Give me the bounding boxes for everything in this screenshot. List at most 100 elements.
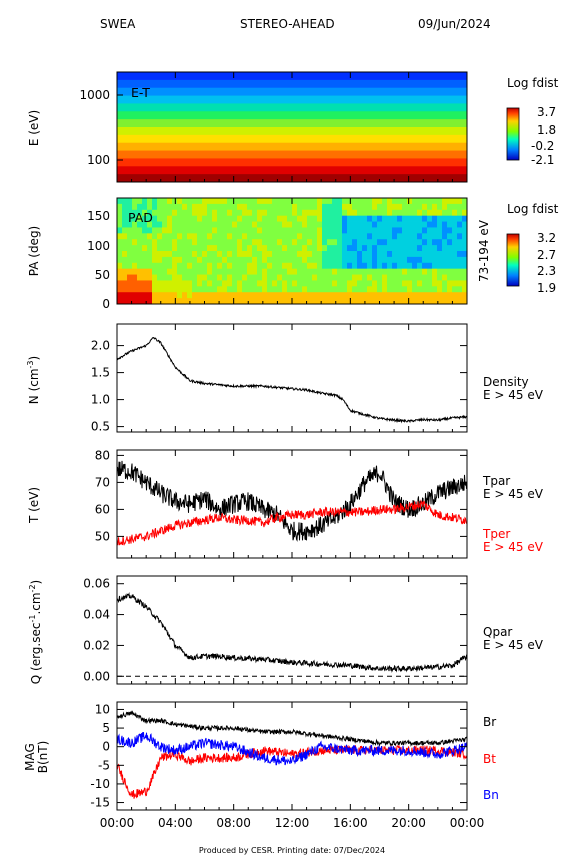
pad-cell bbox=[217, 251, 223, 258]
pad-cell bbox=[197, 280, 203, 287]
pad-cell bbox=[162, 268, 168, 275]
pad-cell bbox=[407, 203, 413, 211]
pad-cell bbox=[132, 239, 138, 246]
pad-cell bbox=[397, 198, 403, 205]
pad-cell bbox=[207, 280, 213, 287]
pad-cell bbox=[457, 251, 463, 258]
pad-cell bbox=[292, 286, 298, 293]
pad-cell bbox=[302, 245, 308, 252]
pad-cell bbox=[217, 209, 223, 217]
pad-cell bbox=[312, 221, 318, 228]
pad-cell bbox=[452, 286, 458, 293]
pad-cell bbox=[272, 233, 278, 240]
pad-cell bbox=[142, 280, 148, 287]
pad-cell bbox=[187, 215, 193, 222]
et-row bbox=[117, 166, 467, 175]
pad-cell bbox=[457, 215, 463, 222]
pad-cell bbox=[227, 215, 233, 222]
pad-cell bbox=[377, 280, 383, 287]
pad-cell bbox=[392, 251, 398, 258]
pad-cell bbox=[407, 209, 413, 217]
pad-cell bbox=[292, 239, 298, 246]
pad-cell bbox=[457, 221, 463, 228]
pad-cell bbox=[432, 233, 438, 240]
pad-cell bbox=[327, 209, 333, 217]
pad-cell bbox=[212, 221, 218, 228]
pad-cell bbox=[402, 292, 408, 299]
pad-cell bbox=[167, 227, 173, 234]
pad-cell bbox=[362, 292, 368, 299]
pad-cell bbox=[327, 298, 333, 305]
pad-cell bbox=[272, 292, 278, 299]
pad-cell bbox=[397, 215, 403, 222]
pad-cell bbox=[352, 298, 358, 305]
pad-cell bbox=[452, 198, 458, 205]
pad-cell bbox=[127, 221, 133, 228]
qpar-legend-name: Qpar bbox=[483, 625, 512, 639]
pad-cell bbox=[122, 233, 128, 240]
pad-cell bbox=[412, 298, 418, 305]
pad-cell bbox=[352, 203, 358, 211]
pad-cell bbox=[247, 209, 253, 217]
et-row bbox=[117, 158, 467, 167]
pad-cell bbox=[152, 256, 158, 264]
pad-cell bbox=[312, 262, 318, 270]
pad-cell bbox=[342, 215, 348, 222]
pad-cell bbox=[122, 286, 128, 293]
pad-cell bbox=[372, 233, 378, 240]
pad-cell bbox=[402, 233, 408, 240]
pad-cell bbox=[437, 292, 443, 299]
ytick-label: 60 bbox=[95, 502, 110, 516]
pad-cell bbox=[262, 209, 268, 217]
pad-cell bbox=[402, 221, 408, 228]
pad-cell bbox=[447, 209, 453, 217]
pad-cell bbox=[462, 262, 468, 270]
ytick-label: 70 bbox=[95, 475, 110, 489]
pad-cell bbox=[342, 239, 348, 246]
pad-cell bbox=[207, 209, 213, 217]
pad-cell bbox=[397, 239, 403, 246]
pad-cell bbox=[347, 262, 353, 270]
pad-cell bbox=[172, 262, 178, 270]
pad-cell bbox=[287, 215, 293, 222]
pad-cell bbox=[357, 209, 363, 217]
pad-cell bbox=[202, 233, 208, 240]
pad-cell bbox=[307, 274, 313, 281]
pad-cell bbox=[162, 274, 168, 281]
pad-cell bbox=[377, 245, 383, 252]
pad-cell bbox=[432, 268, 438, 275]
pad-cell bbox=[157, 262, 163, 270]
pad-cell bbox=[352, 233, 358, 240]
pad-cell bbox=[432, 274, 438, 281]
pad-cell bbox=[392, 221, 398, 228]
pad-cell bbox=[197, 274, 203, 281]
pad-cell bbox=[462, 251, 468, 258]
pad-cell bbox=[187, 274, 193, 281]
pad-cell bbox=[417, 256, 423, 264]
pad-cell bbox=[122, 203, 128, 211]
pad-cell bbox=[162, 198, 168, 205]
pad-cell bbox=[167, 209, 173, 217]
pad-cell bbox=[372, 298, 378, 305]
pad-cell bbox=[277, 233, 283, 240]
pad-cell bbox=[117, 233, 123, 240]
pad-cell bbox=[147, 239, 153, 246]
pad-cell bbox=[322, 239, 328, 246]
pad-cell bbox=[137, 274, 143, 281]
pad-cell bbox=[127, 203, 133, 211]
pad-cell bbox=[182, 209, 188, 217]
pad-cell bbox=[412, 233, 418, 240]
pad-cell bbox=[232, 203, 238, 211]
pad-cell bbox=[427, 198, 433, 205]
pad-cell bbox=[347, 221, 353, 228]
pad-cell bbox=[452, 251, 458, 258]
ytick-label: 5 bbox=[102, 721, 110, 735]
pad-cell bbox=[457, 203, 463, 211]
pad-cell bbox=[292, 268, 298, 275]
pad-cell bbox=[147, 233, 153, 240]
pad-cell bbox=[157, 268, 163, 275]
pad-cell bbox=[402, 209, 408, 217]
pad-cell bbox=[417, 298, 423, 305]
pad-cell bbox=[182, 262, 188, 270]
pad-cell bbox=[142, 245, 148, 252]
